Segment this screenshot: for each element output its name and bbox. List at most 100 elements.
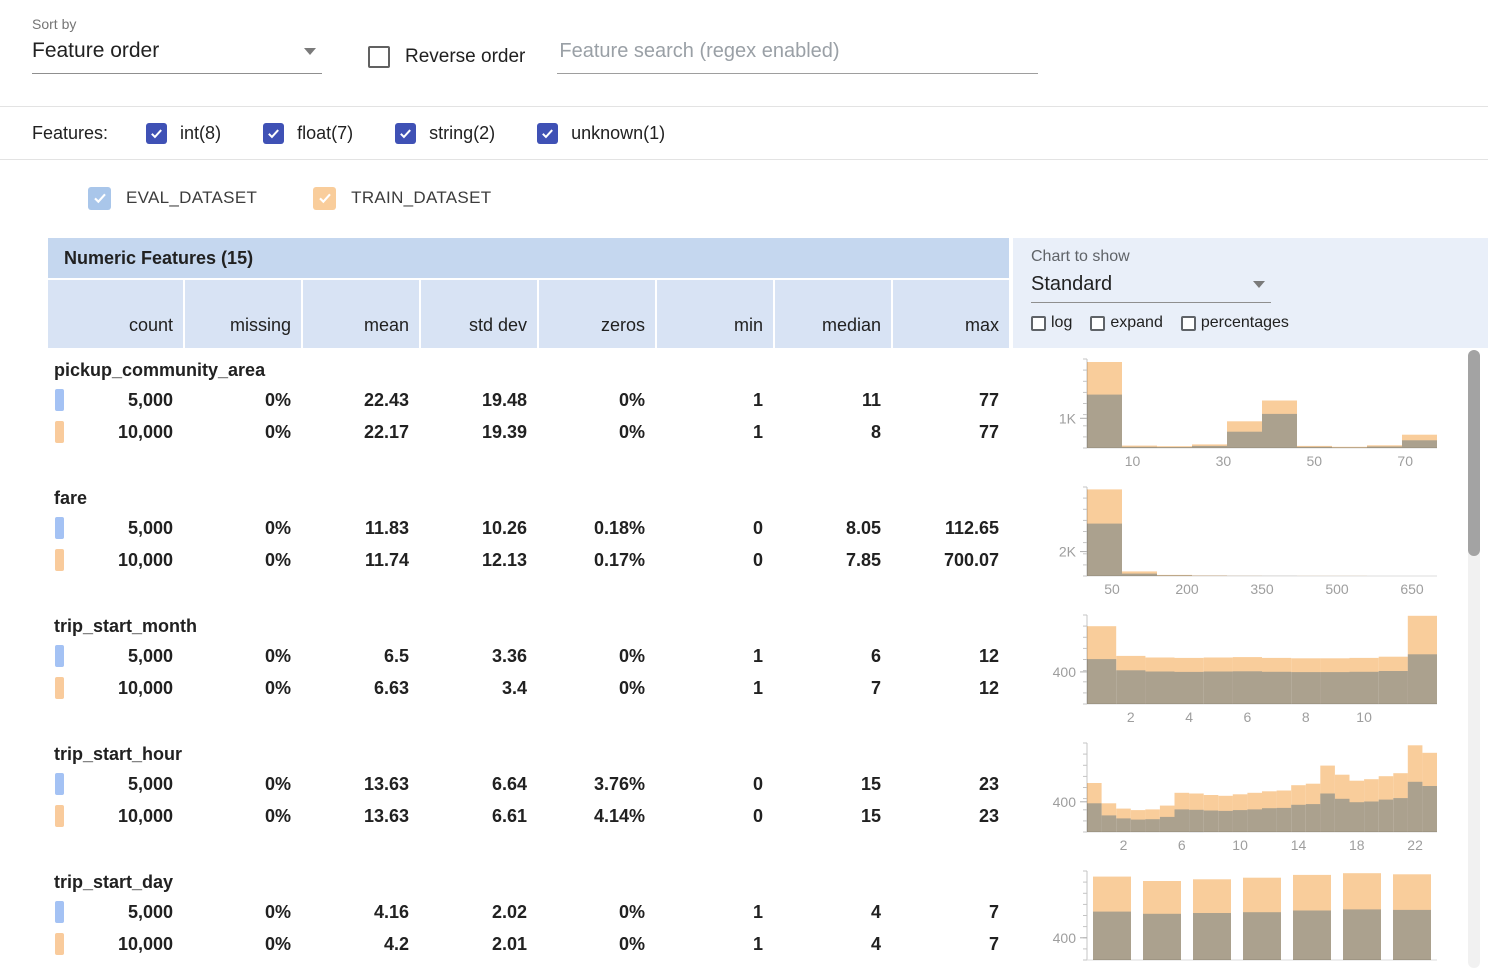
- chart-controls-panel: Chart to show Standard log expand percen…: [1013, 238, 1488, 348]
- scrollbar[interactable]: [1468, 350, 1480, 968]
- stat-value: 0%: [265, 550, 291, 571]
- mean-cell: 22.43: [303, 390, 419, 411]
- chart-type-value[interactable]: Standard: [1031, 273, 1112, 296]
- expand-label: expand: [1110, 314, 1163, 332]
- filter-unknown[interactable]: unknown(1): [537, 123, 665, 144]
- eval-dataset-label: EVAL_DATASET: [126, 188, 257, 208]
- max-cell: 7: [893, 902, 1009, 923]
- min-cell: 1: [657, 902, 773, 923]
- svg-text:10: 10: [1356, 709, 1372, 725]
- stat-value: 0%: [265, 934, 291, 955]
- unchecked-checkbox-icon[interactable]: [1090, 316, 1105, 331]
- eval-stats-row: 5,000 0% 6.5 3.36 0% 1 6 12: [48, 640, 1009, 672]
- log-checkbox[interactable]: log: [1031, 314, 1072, 332]
- svg-text:18: 18: [1349, 837, 1365, 853]
- unchecked-checkbox-icon[interactable]: [1181, 316, 1196, 331]
- stat-value: 0.18%: [594, 518, 645, 539]
- stat-value: 0%: [265, 422, 291, 443]
- expand-checkbox[interactable]: expand: [1090, 314, 1163, 332]
- feature-name: pickup_community_area: [48, 356, 1009, 384]
- count-cell: 5,000: [48, 773, 183, 795]
- reverse-order-checkbox[interactable]: Reverse order: [368, 46, 525, 68]
- stat-value: 4.16: [374, 902, 409, 923]
- stat-value: 4.14%: [594, 806, 645, 827]
- stat-value: 0: [753, 774, 763, 795]
- stddev-cell: 6.61: [421, 806, 537, 827]
- svg-text:70: 70: [1397, 453, 1413, 469]
- stat-value: 0%: [619, 902, 645, 923]
- stat-value: 11.83: [365, 518, 409, 539]
- sort-by-dropdown[interactable]: Sort by Feature order: [32, 16, 322, 74]
- feature-name: trip_start_hour: [48, 740, 1009, 768]
- checked-checkbox-icon[interactable]: [395, 123, 416, 144]
- stddev-cell: 19.48: [421, 390, 537, 411]
- feature-stats: trip_start_day 5,000 0% 4.16 2.02 0% 1 4…: [48, 862, 1009, 968]
- table-title: Numeric Features (15): [64, 248, 253, 269]
- missing-cell: 0%: [185, 774, 301, 795]
- train-stats-row: 10,000 0% 11.74 12.13 0.17% 0 7.85 700.0…: [48, 544, 1009, 576]
- stat-value: 1: [753, 902, 763, 923]
- checked-checkbox-icon[interactable]: [537, 123, 558, 144]
- max-cell: 23: [893, 774, 1009, 795]
- filter-int[interactable]: int(8): [146, 123, 221, 144]
- scrollbar-thumb[interactable]: [1468, 350, 1480, 556]
- feature-stats: fare 5,000 0% 11.83 10.26 0.18% 0 8.05 1…: [48, 478, 1009, 606]
- svg-text:50: 50: [1104, 581, 1120, 597]
- eval-dataset-toggle[interactable]: EVAL_DATASET: [88, 187, 257, 210]
- max-cell: 7: [893, 934, 1009, 955]
- stddev-cell: 3.36: [421, 646, 537, 667]
- dataset-swatch: [55, 517, 64, 539]
- stat-value: 0%: [619, 422, 645, 443]
- percentages-checkbox[interactable]: percentages: [1181, 314, 1289, 332]
- svg-text:2: 2: [1120, 837, 1128, 853]
- min-cell: 1: [657, 390, 773, 411]
- feature-stats: trip_start_hour 5,000 0% 13.63 6.64 3.76…: [48, 734, 1009, 862]
- median-cell: 7: [775, 678, 891, 699]
- missing-cell: 0%: [185, 902, 301, 923]
- stat-value: 13.63: [364, 806, 409, 827]
- zeros-cell: 0%: [539, 422, 655, 443]
- chart-type-dropdown[interactable]: Standard: [1031, 269, 1271, 303]
- unchecked-checkbox-icon[interactable]: [368, 46, 390, 68]
- checked-checkbox-icon[interactable]: [263, 123, 284, 144]
- table-header: Numeric Features (15) count missing mean…: [48, 238, 1488, 348]
- column-headers: count missing mean std dev zeros min med…: [48, 280, 1009, 348]
- zeros-cell: 0.17%: [539, 550, 655, 571]
- dropdown-arrow-icon[interactable]: [1253, 281, 1265, 288]
- zeros-cell: 0.18%: [539, 518, 655, 539]
- filter-float[interactable]: float(7): [263, 123, 353, 144]
- median-cell: 15: [775, 774, 891, 795]
- count-cell: 10,000: [48, 805, 183, 827]
- train-dataset-toggle[interactable]: TRAIN_DATASET: [313, 187, 491, 210]
- stddev-cell: 3.4: [421, 678, 537, 699]
- train-checkbox-icon[interactable]: [313, 187, 336, 210]
- stat-value: 10,000: [118, 678, 173, 699]
- unchecked-checkbox-icon[interactable]: [1031, 316, 1046, 331]
- eval-stats-row: 5,000 0% 4.16 2.02 0% 1 4 7: [48, 896, 1009, 928]
- filter-string[interactable]: string(2): [395, 123, 495, 144]
- dropdown-arrow-icon[interactable]: [304, 48, 316, 55]
- svg-text:50: 50: [1307, 453, 1323, 469]
- stat-value: 0: [753, 550, 763, 571]
- stat-value: 19.48: [482, 390, 527, 411]
- stat-value: 12: [979, 678, 999, 699]
- numeric-features-table: Numeric Features (15) count missing mean…: [0, 238, 1488, 968]
- mean-cell: 11.74: [303, 550, 419, 571]
- checked-checkbox-icon[interactable]: [146, 123, 167, 144]
- svg-text:400: 400: [1053, 664, 1077, 680]
- feature-block: pickup_community_area 5,000 0% 22.43 19.…: [48, 350, 1488, 478]
- feature-search-input[interactable]: [557, 34, 1038, 74]
- max-cell: 77: [893, 422, 1009, 443]
- eval-checkbox-icon[interactable]: [88, 187, 111, 210]
- median-cell: 4: [775, 934, 891, 955]
- median-cell: 11: [775, 390, 891, 411]
- mean-cell: 6.5: [303, 646, 419, 667]
- stat-value: 11.74: [365, 550, 409, 571]
- stat-value: 0%: [265, 774, 291, 795]
- sort-by-value[interactable]: Feature order: [32, 39, 159, 63]
- stat-value: 8: [871, 422, 881, 443]
- stat-value: 0%: [619, 678, 645, 699]
- stat-value: 15: [861, 774, 881, 795]
- table-title-band: Numeric Features (15): [48, 238, 1009, 278]
- dataset-swatch: [55, 389, 64, 411]
